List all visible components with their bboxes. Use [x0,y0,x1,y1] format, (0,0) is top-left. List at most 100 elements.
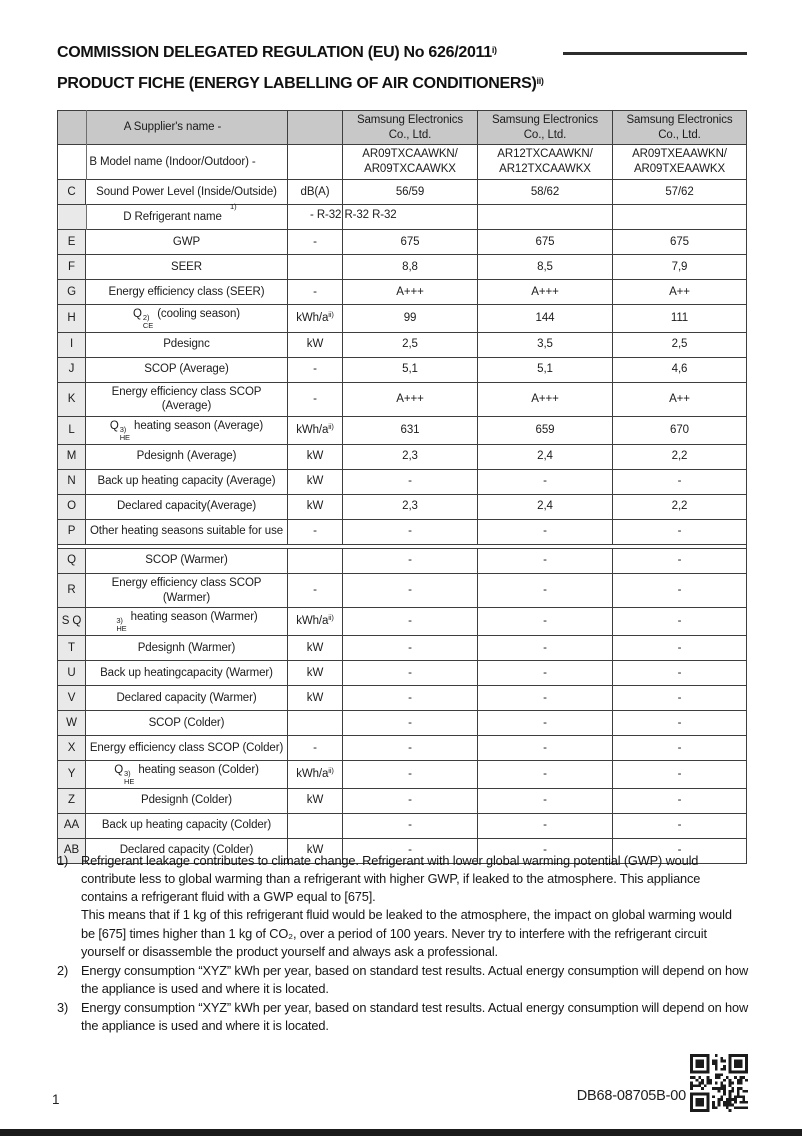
table-row-B: B Model name (Indoor/Outdoor) - AR09TXCAA… [57,144,747,180]
cell-value-AA-2: - [477,812,613,839]
table-row-L: L Q 3) HE heating season (Average) kWh/aii) 6… [57,416,747,445]
cell-letter-M: M [57,443,86,470]
cell-unit-F [287,253,343,280]
cell-unit-G: - [287,278,343,305]
cell-label-X: Energy efficiency class SCOP (Colder) [85,735,288,761]
cell-value-X-2: - [477,735,613,761]
cell-unit-K: - [287,381,343,418]
cell-value-T-3: - [612,635,747,661]
cell-value-AA-1: - [342,812,478,839]
cell-value-J-1: 5,1 [342,356,478,383]
cell-value-L-3: 670 [612,416,747,445]
cell-unit-P: - [287,518,343,545]
cell-label-Z: Pdesignh (Colder) [85,787,288,814]
cell-letter-U: U [57,660,86,686]
cell-value-K-3: A++ [612,381,747,418]
table-row-AB: AB Declared capacity (Colder) kW - - - [57,837,747,864]
table-row-O: O Declared capacity(Average) kW 2,3 2,4 2,2 [57,493,747,520]
table-row-Z: Z Pdesignh (Colder) kW - - - [57,787,747,814]
cell-unit-E: - [287,228,343,255]
cell-unit-I: kW [287,331,343,358]
cell-label-O: Declared capacity(Average) [85,493,288,520]
cell-value-O-3: 2,2 [612,493,747,520]
cell-value-AB-2: - [477,837,613,864]
cell-letter-label-B: B Model name (Indoor/Outdoor) - [57,144,288,180]
letter-column-divider [86,144,87,180]
cell-value-S-1: - [342,607,478,636]
page-bottom-bar [0,1129,802,1136]
cell-letter-L: L [57,416,86,445]
cell-value-R-1: - [342,572,478,609]
cell-unit-Z: kW [287,787,343,814]
cell-value-T-1: - [342,635,478,661]
cell-letter-Z: Z [57,787,86,814]
footnote-3: 3) Energy consumption “XYZ” kWh per year,… [57,999,749,1035]
footnote-text: Energy consumption “XYZ” kWh per year, b… [81,1000,749,1034]
cell-value-D-2 [477,203,613,230]
footnote-text: Energy consumption “XYZ” kWh per year, b… [81,962,749,997]
cell-unit-M: kW [287,443,343,470]
cell-value-E-2: 675 [477,228,613,255]
cell-unit-AA [287,812,343,839]
cell-label-E: GWP [85,228,288,255]
cell-value-S-2: - [477,607,613,636]
cell-value-B-1: AR09TXCAAWKN/ AR09TXCAAWKX [342,144,478,180]
cell-label-S: 3) HE heating season (Warmer) [85,607,288,636]
cell-value-K-1: A+++ [342,381,478,418]
cell-letter-J: J [57,356,86,383]
cell-label-W: SCOP (Colder) [85,710,288,736]
table-row-C: C Sound Power Level (Inside/Outside) dB(A)… [57,178,747,205]
cell-unit-S: kWh/aii) [287,607,343,636]
cell-value-P-2: - [477,518,613,545]
table-row-E: E GWP -675 675 675 [57,228,747,255]
cell-value-H-2: 144 [477,303,613,333]
cell-value-Y-3: - [612,760,747,789]
cell-value-AA-3: - [612,812,747,839]
cell-letter-Q: Q [57,547,86,574]
cell-value-S-3: - [612,607,747,636]
cell-unit-X: - [287,735,343,761]
cell-letter-T: T [57,635,86,661]
cell-letter-O: O [57,493,86,520]
cell-value-U-1: - [342,660,478,686]
cell-label-H: Q 2) CE (cooling season) [85,303,288,333]
cell-value-Z-3: - [612,787,747,814]
cell-letter-Y: Y [57,760,86,789]
cell-unit-L: kWh/aii) [287,416,343,445]
cell-letter-G: G [57,278,86,305]
cell-unit-D: - R-32 R-32 R-32 [287,203,397,230]
footnote-number: 2) [57,962,69,978]
cell-value-T-2: - [477,635,613,661]
footnote-text: Refrigerant leakage contributes to clima… [81,853,732,959]
cell-unit-Q [287,547,343,574]
cell-value-AB-3: - [612,837,747,864]
table-row-S: S Q 3) HE heating season (Warmer) kWh/aii) -… [57,607,747,636]
cell-label-Q: SCOP (Warmer) [85,547,288,574]
cell-letter-X: X [57,735,86,761]
cell-label-G: Energy efficiency class (SEER) [85,278,288,305]
cell-value-U-2: - [477,660,613,686]
cell-unit-N: kW [287,468,343,495]
cell-label-M: Pdesignh (Average) [85,443,288,470]
cell-unit-U: kW [287,660,343,686]
cell-value-W-1: - [342,710,478,736]
cell-value-E-1: 675 [342,228,478,255]
title-line-1: COMMISSION DELEGATED REGULATION (EU) No … [57,44,497,61]
cell-value-F-2: 8,5 [477,253,613,280]
cell-letter-N: N [57,468,86,495]
cell-label-F: SEER [85,253,288,280]
cell-value-Z-1: - [342,787,478,814]
cell-value-W-2: - [477,710,613,736]
cell-value-C-2: 58/62 [477,178,613,205]
table-row-X: X Energy efficiency class SCOP (Colder) - -… [57,735,747,761]
cell-letter-label-A: A Supplier's name - [57,109,288,146]
table-row-V: V Declared capacity (Warmer) kW - - - [57,685,747,711]
cell-unit-AB: kW [287,837,343,864]
cell-value-E-3: 675 [612,228,747,255]
table-row-A: A Supplier's name - Samsung Electronics C… [57,109,747,146]
cell-value-V-2: - [477,685,613,711]
cell-value-O-2: 2,4 [477,493,613,520]
cell-value-Z-2: - [477,787,613,814]
page-number: 1 [52,1092,60,1107]
